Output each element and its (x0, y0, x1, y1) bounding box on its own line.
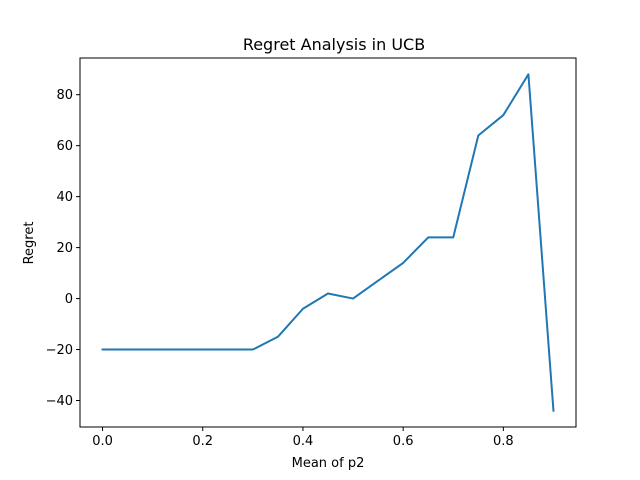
y-axis: −40 −20 0 20 40 60 80 (46, 88, 80, 409)
y-tick-label: −20 (46, 343, 73, 358)
x-axis: 0.0 0.2 0.4 0.6 0.8 (92, 427, 514, 449)
y-tick-label: 60 (56, 139, 73, 154)
data-line (101, 73, 555, 412)
y-tick-label: 20 (56, 241, 73, 256)
x-tick-label: 0.4 (293, 434, 314, 449)
plot-frame (79, 57, 577, 428)
x-axis-label: Mean of p2 (292, 456, 365, 471)
x-tick-label: 0.0 (92, 434, 113, 449)
y-tick-label: 0 (65, 292, 73, 307)
chart-title: Regret Analysis in UCB (243, 35, 425, 54)
y-axis-label: Regret (22, 222, 37, 265)
x-tick-label: 0.6 (393, 434, 414, 449)
y-tick-label: 40 (56, 190, 73, 205)
y-tick-label: −40 (46, 394, 73, 409)
data-line-group (101, 73, 555, 412)
x-tick-label: 0.8 (493, 434, 514, 449)
x-tick-label: 0.2 (192, 434, 213, 449)
y-tick-label: 80 (56, 88, 73, 103)
